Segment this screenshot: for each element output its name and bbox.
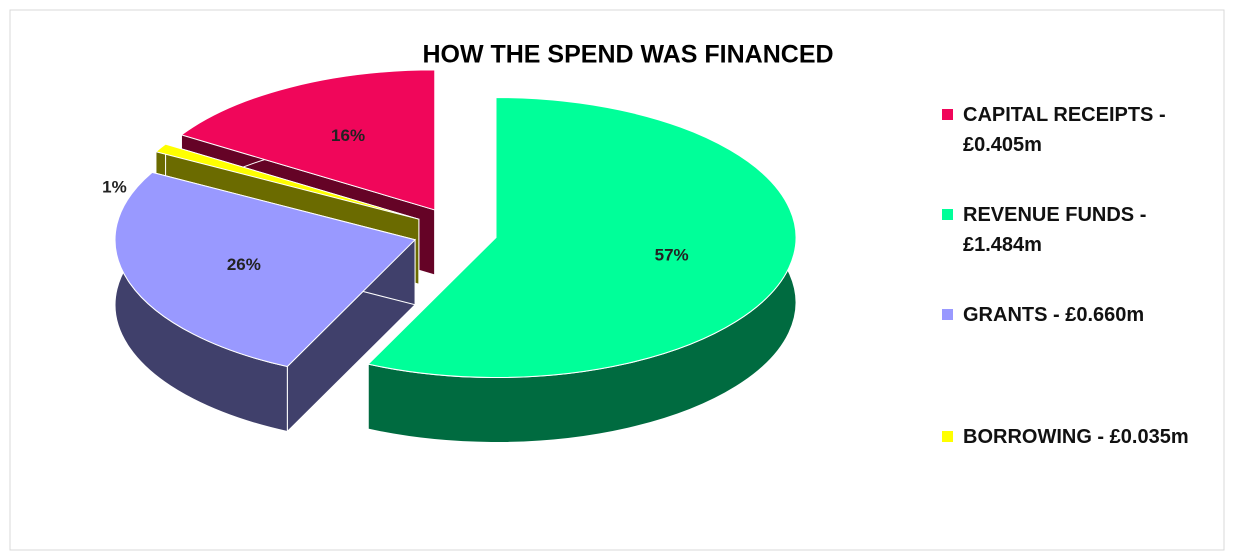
pie-slice xyxy=(367,96,797,443)
legend-swatch xyxy=(942,109,953,120)
legend-swatch xyxy=(942,209,953,220)
legend-label: REVENUE FUNDS - £1.484m xyxy=(963,204,1147,256)
legend-item: CAPITAL RECEIPTS - £0.405m xyxy=(940,100,1210,160)
data-label: 16% xyxy=(331,126,365,145)
chart-title: HOW THE SPEND WAS FINANCED xyxy=(422,41,833,69)
legend-item: BORROWING - £0.035m xyxy=(940,422,1210,452)
legend-label: GRANTS - £0.660m xyxy=(963,304,1145,326)
slice-top xyxy=(114,171,417,368)
data-label: 1% xyxy=(102,177,127,196)
pie-slice xyxy=(114,171,417,433)
legend-label: CAPITAL RECEIPTS - £0.405m xyxy=(963,104,1166,156)
slice-top xyxy=(367,96,797,378)
slice-top xyxy=(154,143,419,220)
legend-swatch xyxy=(942,431,953,442)
slice-top xyxy=(180,69,436,211)
legend-label: BORROWING - £0.035m xyxy=(963,426,1189,448)
data-label: 57% xyxy=(655,245,689,264)
data-label: 26% xyxy=(227,255,261,274)
legend-swatch xyxy=(942,309,953,320)
legend-item: GRANTS - £0.660m xyxy=(940,300,1210,330)
legend-item: REVENUE FUNDS - £1.484m xyxy=(940,200,1210,260)
